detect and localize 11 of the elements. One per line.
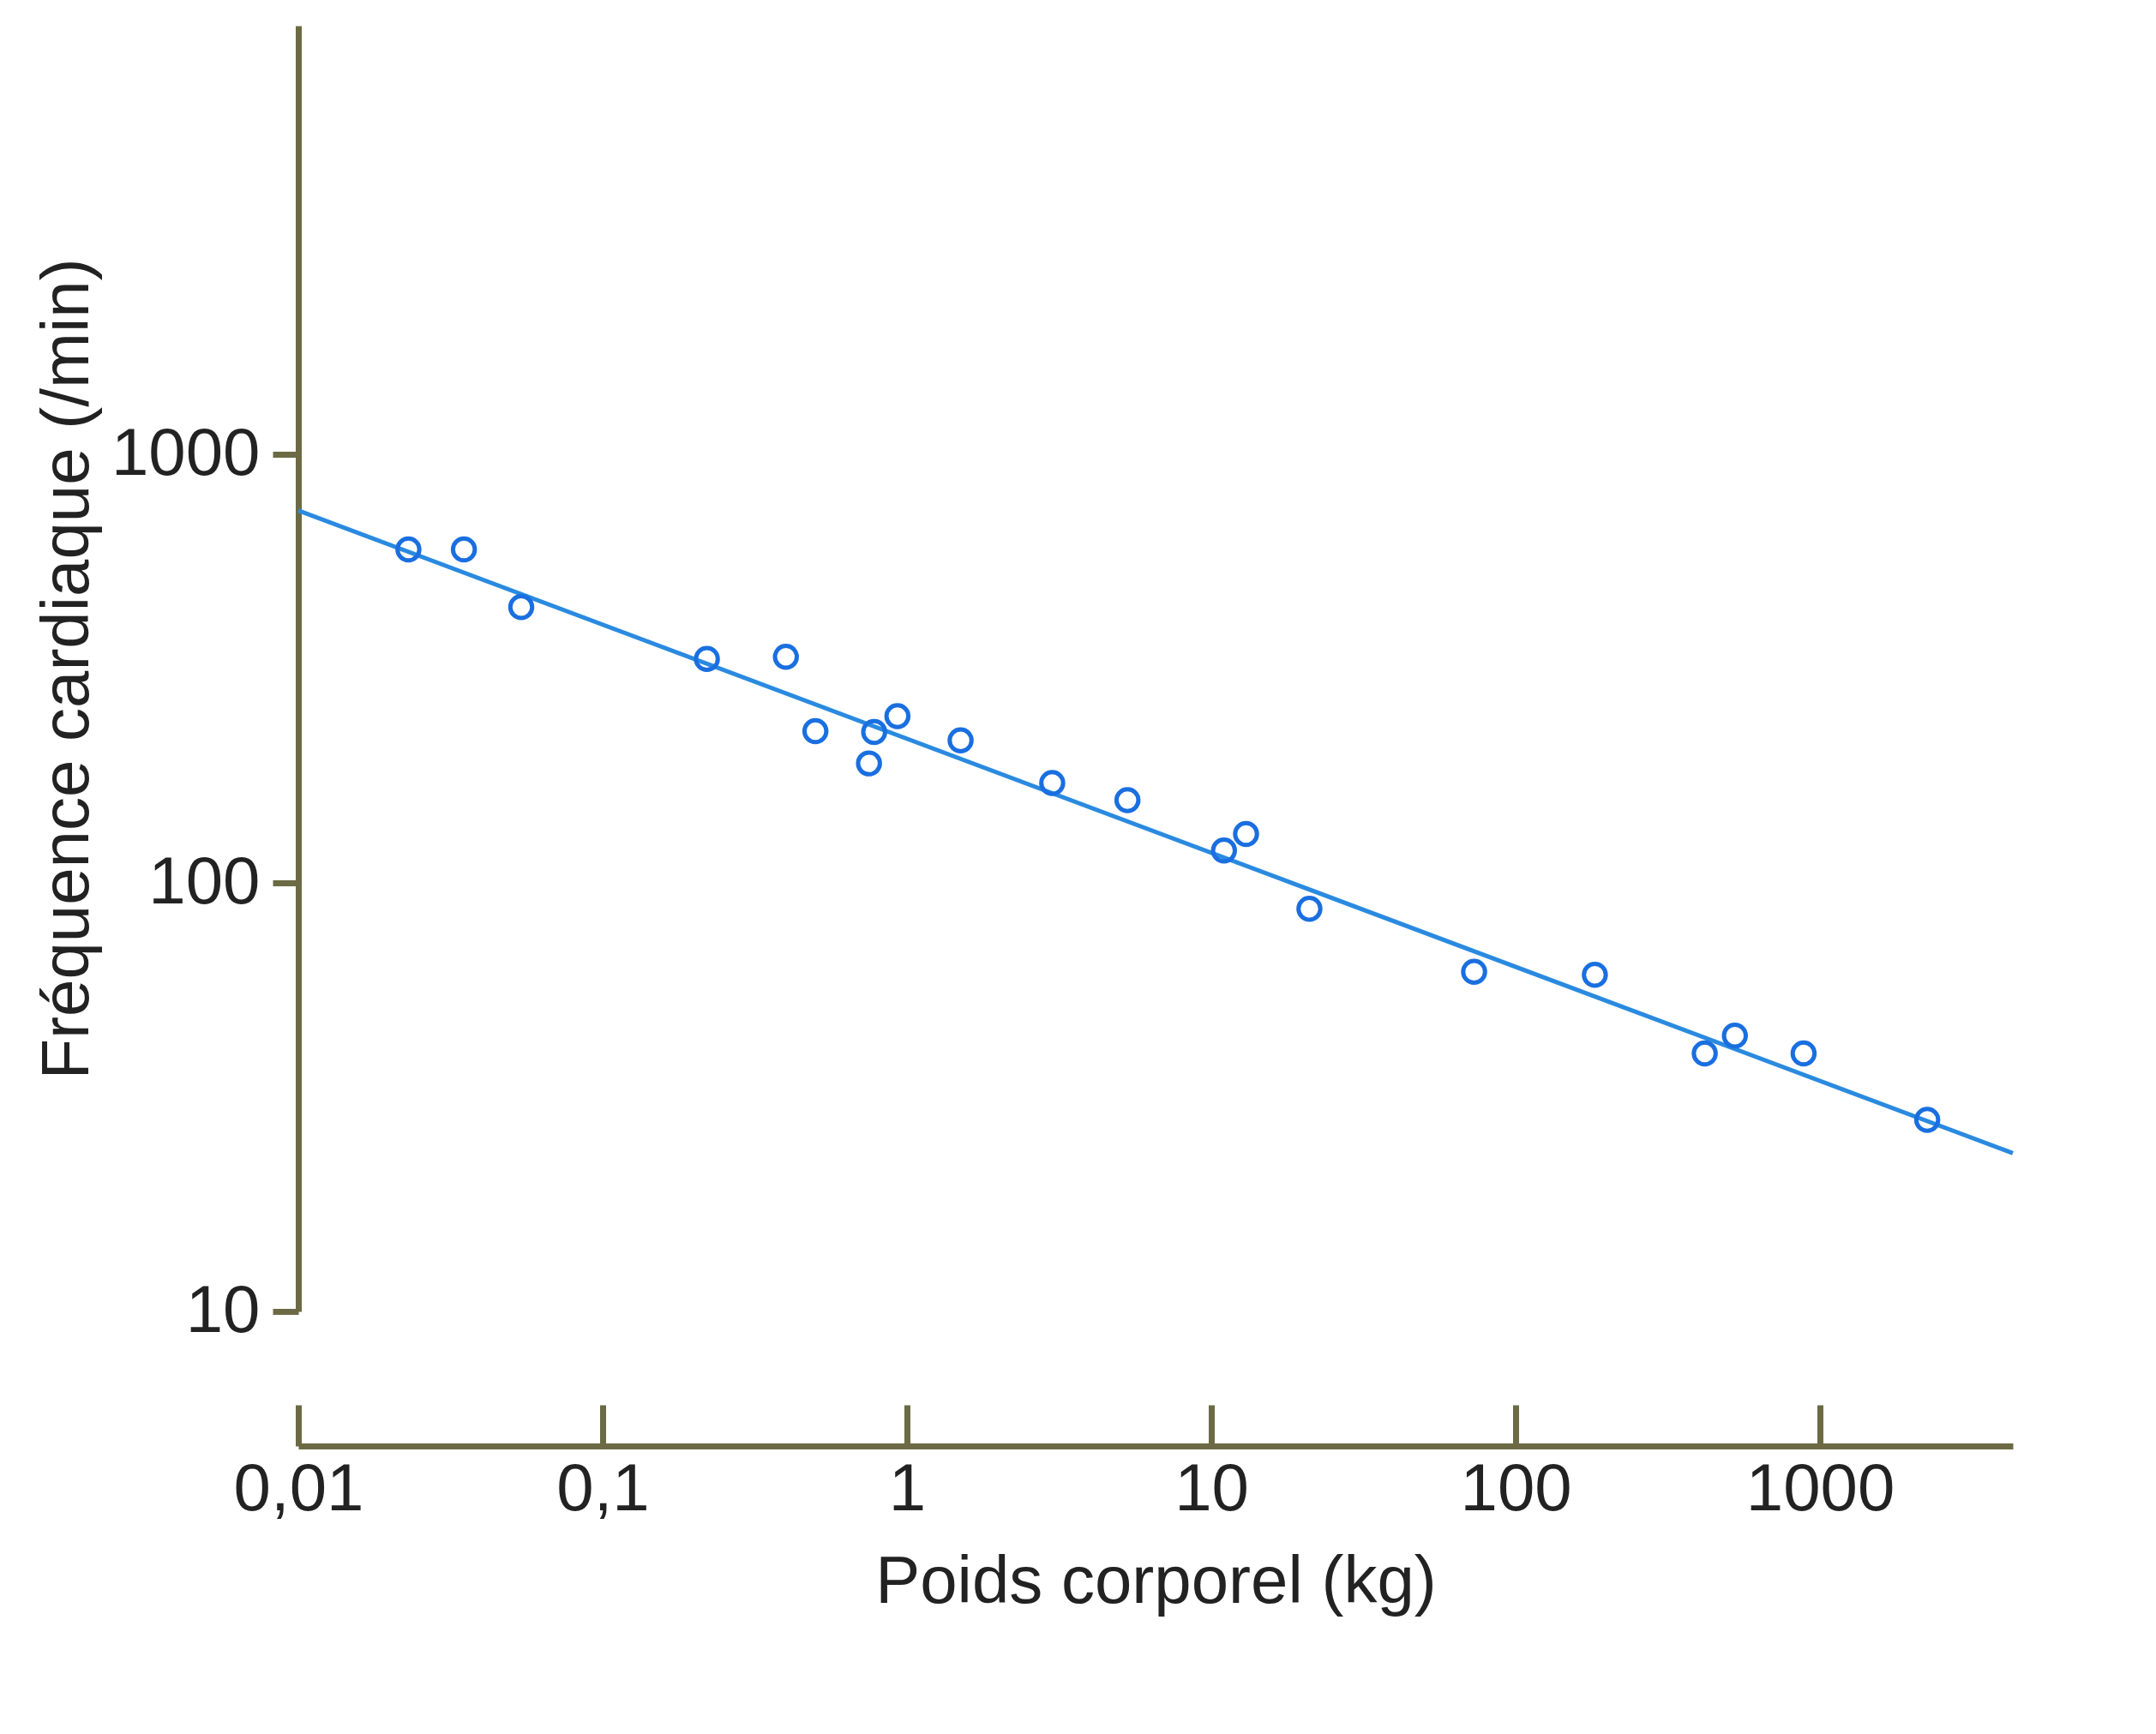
y-tick-label: 1000 bbox=[111, 413, 261, 489]
x-tick-label: 0,1 bbox=[556, 1449, 650, 1525]
x-tick-label: 1 bbox=[888, 1449, 927, 1525]
y-axis-title: Fréquence cardiaque (/min) bbox=[27, 258, 103, 1080]
x-axis-title: Poids corporel (kg) bbox=[875, 1541, 1437, 1617]
x-tick-label: 1000 bbox=[1745, 1449, 1895, 1525]
x-tick-label: 100 bbox=[1460, 1449, 1572, 1525]
x-tick-label: 10 bbox=[1174, 1449, 1249, 1525]
y-tick-label: 100 bbox=[148, 842, 261, 918]
y-tick-label: 10 bbox=[185, 1270, 261, 1347]
x-tick-label: 0,01 bbox=[233, 1449, 364, 1525]
